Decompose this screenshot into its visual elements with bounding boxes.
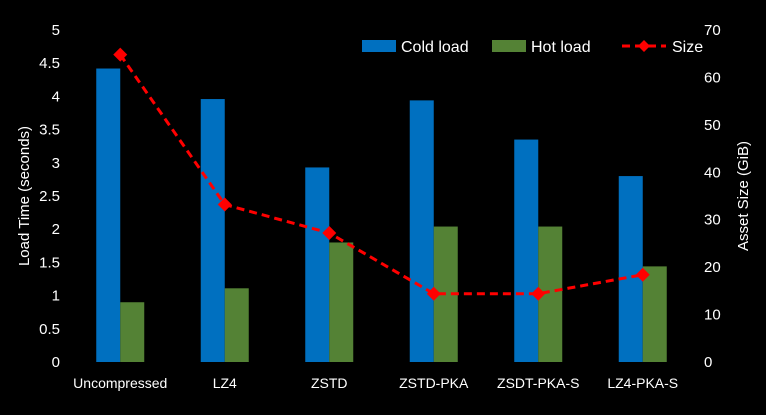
point-size bbox=[322, 225, 337, 240]
y-tick-label: 5 bbox=[52, 22, 60, 39]
x-tick-label: LZ4 bbox=[213, 375, 237, 391]
x-tick-label: LZ4-PKA-S bbox=[607, 375, 678, 391]
bar-cold-load bbox=[200, 99, 225, 362]
bar-cold-load bbox=[96, 68, 121, 363]
y-axis-title: Load Time (seconds) bbox=[16, 126, 33, 266]
bar-hot-load bbox=[642, 266, 667, 362]
point-size bbox=[113, 47, 128, 62]
legend-label: Cold load bbox=[401, 39, 469, 56]
y2-tick-label: 0 bbox=[704, 354, 712, 371]
series-line-size bbox=[119, 53, 644, 296]
bar-hot-load bbox=[329, 242, 354, 362]
y2-tick-label: 10 bbox=[704, 307, 721, 324]
point-size bbox=[531, 286, 546, 301]
y-tick-label: 3.5 bbox=[39, 122, 60, 139]
y-tick-label: 0.5 bbox=[39, 321, 60, 338]
y-tick-label: 2 bbox=[52, 221, 60, 238]
x-tick-label: ZSTD-PKA bbox=[399, 375, 469, 391]
legend-marker-size bbox=[638, 40, 650, 52]
point-size bbox=[635, 267, 650, 282]
y-tick-label: 3 bbox=[52, 155, 60, 172]
bar-cold-load bbox=[618, 176, 643, 362]
bar-cold-load bbox=[305, 167, 330, 362]
x-tick-label: Uncompressed bbox=[73, 375, 167, 391]
legend-label: Hot load bbox=[531, 39, 591, 56]
point-size bbox=[426, 286, 441, 301]
y2-tick-label: 50 bbox=[704, 117, 721, 134]
y2-axis-title: Asset Size (GiB) bbox=[735, 141, 752, 251]
y-tick-label: 0 bbox=[52, 354, 60, 371]
legend-label: Size bbox=[672, 39, 703, 56]
point-size bbox=[217, 197, 232, 212]
y-tick-label: 4 bbox=[52, 88, 60, 105]
bar-cold-load bbox=[409, 100, 434, 362]
y2-tick-label: 30 bbox=[704, 212, 721, 229]
y2-tick-label: 40 bbox=[704, 164, 721, 181]
bar-hot-load bbox=[120, 302, 145, 362]
y2-tick-label: 20 bbox=[704, 259, 721, 276]
y-tick-label: 1.5 bbox=[39, 254, 60, 271]
bar-cold-load bbox=[514, 139, 539, 362]
bar-hot-load bbox=[224, 288, 249, 362]
y2-tick-label: 70 bbox=[704, 22, 721, 39]
y-tick-label: 1 bbox=[52, 288, 60, 305]
y2-tick-label: 60 bbox=[704, 69, 721, 86]
x-tick-label: ZSTD bbox=[311, 375, 348, 391]
y-tick-label: 2.5 bbox=[39, 188, 60, 205]
x-tick-label: ZSDT-PKA-S bbox=[497, 375, 579, 391]
y-tick-label: 4.5 bbox=[39, 55, 60, 72]
legend-swatch-hot-load bbox=[492, 40, 526, 52]
legend-swatch-cold-load bbox=[362, 40, 396, 52]
